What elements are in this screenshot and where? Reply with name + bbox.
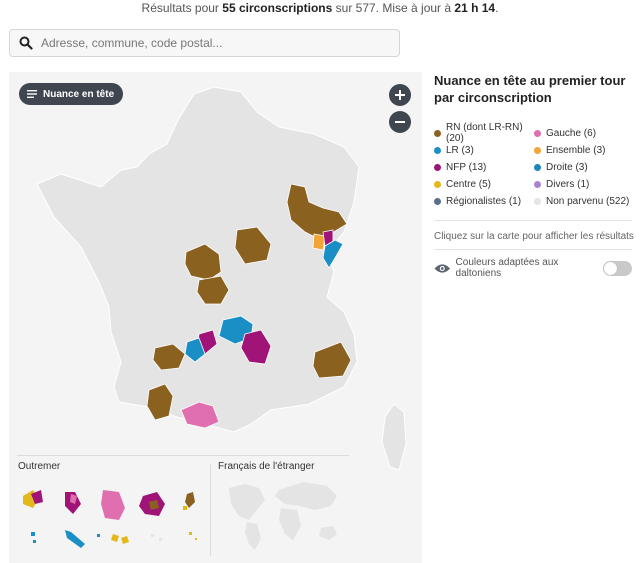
switch-knob <box>603 261 617 275</box>
plus-icon <box>395 90 405 100</box>
legend-label: Divers (1) <box>546 178 590 190</box>
legend-swatch <box>434 197 441 205</box>
search-icon <box>19 36 33 50</box>
nuance-button-label: Nuance en tête <box>43 88 115 100</box>
etranger-divider <box>210 464 211 556</box>
africa[interactable] <box>279 508 301 540</box>
legend-swatch <box>434 180 441 188</box>
legend-swatch <box>534 197 541 205</box>
north-america[interactable] <box>229 484 265 520</box>
legend-swatch <box>434 163 441 171</box>
corsica[interactable] <box>381 403 407 471</box>
circo-ensemble-est[interactable] <box>312 233 326 251</box>
mayotte[interactable] <box>185 492 195 508</box>
outremer-territories[interactable] <box>23 490 197 548</box>
legend-item: Gauche (6) <box>534 127 634 139</box>
iles-australes-2[interactable] <box>195 538 197 540</box>
outremer-divider <box>17 455 349 456</box>
minus-icon <box>395 121 405 123</box>
legend-item: LR (3) <box>434 144 534 156</box>
circonscriptions-count: 55 circonscriptions <box>222 1 333 15</box>
search-input[interactable] <box>39 35 399 51</box>
outremer-label: Outremer <box>18 461 61 472</box>
menu-icon <box>27 90 37 98</box>
legend-item: RN (dont LR-RN) (20) <box>434 122 534 144</box>
circo-rn-sud-ouest[interactable] <box>152 343 186 371</box>
map-panel[interactable]: Nuance en tête Outremer Français de l'ét… <box>9 72 422 563</box>
legend-divider-2 <box>434 249 632 250</box>
legend-swatch <box>434 146 441 154</box>
legend-label: Ensemble (3) <box>546 144 606 156</box>
legend-label: Régionalistes (1) <box>446 195 522 207</box>
legend-title: Nuance en tête au premier tour par circo… <box>434 73 626 105</box>
update-time: 21 h 14 <box>454 1 496 15</box>
legend-label: Centre (5) <box>446 178 492 190</box>
circo-rn-pyrenees[interactable] <box>146 383 174 421</box>
legend-swatch <box>534 163 541 171</box>
tuamotu[interactable] <box>151 534 154 537</box>
circo-rn-centre-1[interactable] <box>184 243 222 281</box>
legend-item: Ensemble (3) <box>534 144 634 156</box>
south-america[interactable] <box>245 522 261 550</box>
legend-label: Gauche (6) <box>546 127 597 139</box>
europe-asia[interactable] <box>275 482 337 510</box>
oceania[interactable] <box>319 526 337 540</box>
legend: RN (dont LR-RN) (20) Gauche (6) LR (3) Ense… <box>434 122 634 207</box>
legend-swatch <box>534 180 541 188</box>
guyane[interactable] <box>101 490 125 520</box>
nouvelle-caledonie[interactable] <box>65 530 85 548</box>
saint-martin[interactable] <box>121 536 129 544</box>
circo-lr-est[interactable] <box>322 239 344 269</box>
map-hint: Cliquez sur la carte pour afficher les r… <box>434 231 634 242</box>
legend-swatch <box>534 129 541 137</box>
legend-item: Régionalistes (1) <box>434 195 534 207</box>
nuance-button[interactable]: Nuance en tête <box>19 83 124 105</box>
wallis[interactable] <box>97 534 100 537</box>
spm[interactable] <box>31 532 35 536</box>
legend-swatch <box>434 129 441 137</box>
france-map[interactable] <box>9 72 422 563</box>
guadeloupe-nfp[interactable] <box>31 490 43 504</box>
legend-item: Non parvenu (522) <box>534 195 634 207</box>
world-map[interactable] <box>229 482 337 550</box>
iles-australes[interactable] <box>189 532 192 535</box>
circo-gauche-sud[interactable] <box>180 401 220 429</box>
zoom-out-button[interactable] <box>389 111 411 133</box>
colorblind-label: Couleurs adaptées aux daltoniens <box>455 257 559 279</box>
legend-label: LR (3) <box>446 144 474 156</box>
circo-rn-centre-est[interactable] <box>234 226 272 265</box>
legend-divider-1 <box>434 220 632 221</box>
legend-label: Non parvenu (522) <box>546 195 630 207</box>
marquises[interactable] <box>159 538 162 541</box>
eye-icon <box>434 263 451 273</box>
reunion-rn[interactable] <box>149 500 159 510</box>
legend-item: Centre (5) <box>434 178 534 190</box>
legend-item: Droite (3) <box>534 161 634 173</box>
circo-nfp-centre-2[interactable] <box>240 329 272 365</box>
colorblind-switch[interactable] <box>602 260 632 276</box>
circo-rn-nord-est[interactable] <box>286 183 348 241</box>
legend-swatch <box>534 146 541 154</box>
martinique-gauche[interactable] <box>70 494 77 504</box>
colorblind-toggle-row[interactable]: Couleurs adaptées aux daltoniens <box>434 257 632 279</box>
search-box[interactable] <box>9 29 400 57</box>
mayotte-centre[interactable] <box>183 506 187 510</box>
polynesie[interactable] <box>111 534 119 542</box>
legend-item: Divers (1) <box>534 178 634 190</box>
spm-2[interactable] <box>33 540 36 543</box>
legend-label: NFP (13) <box>446 161 487 173</box>
zoom-in-button[interactable] <box>389 84 411 106</box>
circo-rn-sud-est[interactable] <box>312 341 352 379</box>
etranger-label: Français de l'étranger <box>218 461 315 472</box>
legend-item: NFP (13) <box>434 161 534 173</box>
circo-lr-centre-2[interactable] <box>184 337 206 363</box>
legend-label: Droite (3) <box>546 161 588 173</box>
circo-rn-centre-2[interactable] <box>196 275 230 305</box>
results-status: Résultats pour 55 circonscriptions sur 5… <box>141 1 499 15</box>
legend-label: RN (dont LR-RN) (20) <box>446 122 523 144</box>
